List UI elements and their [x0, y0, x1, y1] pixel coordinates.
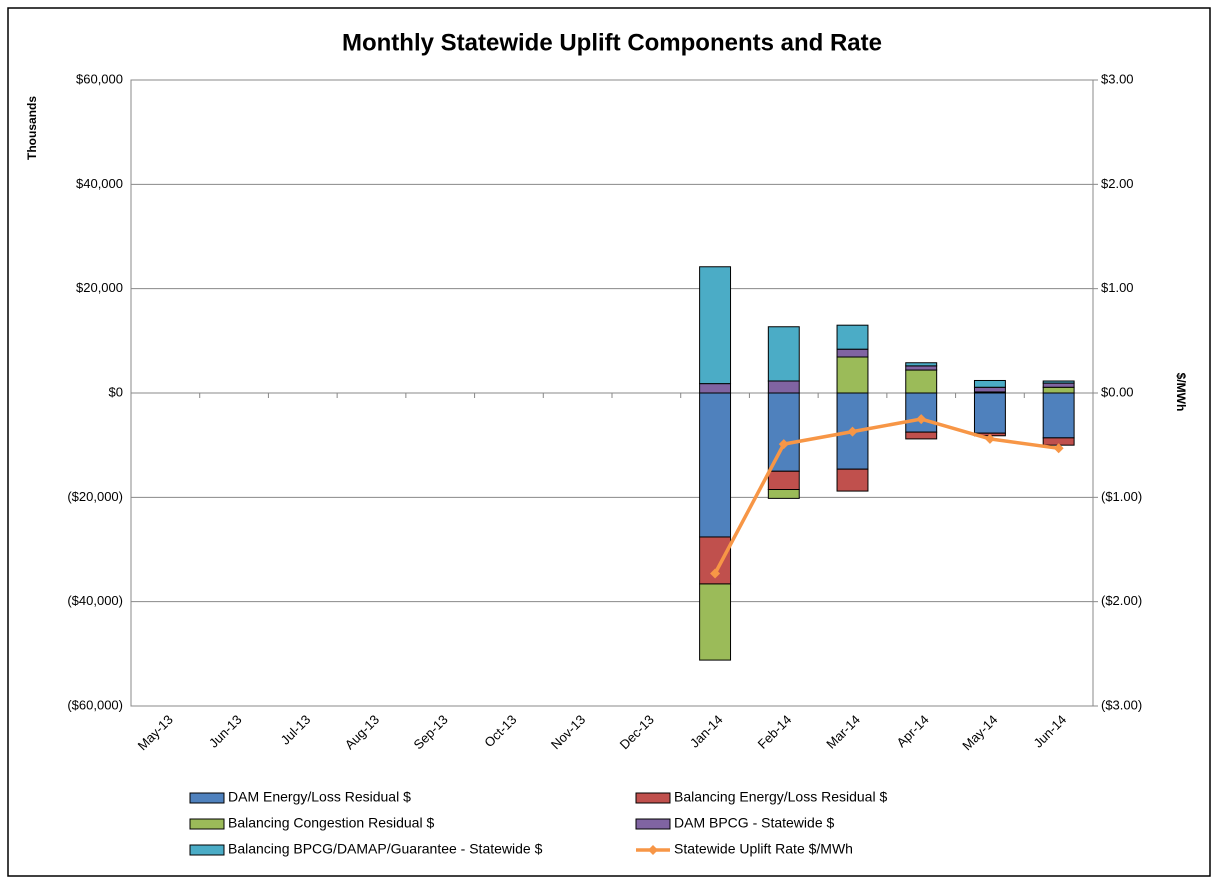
y2-axis-title: $/MWh — [1174, 373, 1188, 412]
legend-swatch — [635, 818, 671, 830]
bar-segment — [1042, 380, 1075, 384]
bar-segment — [1042, 386, 1075, 394]
legend-swatch — [189, 844, 225, 856]
legend-swatch — [635, 792, 671, 804]
bar-segment — [699, 583, 732, 661]
chart-title: Monthly Statewide Uplift Components and … — [342, 29, 882, 56]
bar-segment — [905, 431, 938, 440]
y-tick-label: ($40,000) — [67, 593, 123, 608]
line-series — [713, 417, 1059, 575]
bar-segment — [973, 392, 1006, 434]
y-tick-label: ($60,000) — [67, 697, 123, 712]
bar-segment — [836, 324, 869, 350]
legend-swatch — [189, 818, 225, 830]
y-tick-label: $0 — [109, 384, 123, 399]
line-marker — [710, 568, 721, 579]
bar-segment — [1042, 392, 1075, 439]
line-marker — [984, 433, 995, 444]
bar-segment — [905, 362, 938, 367]
bar-segment — [973, 379, 1006, 388]
y2-tick-label: ($1.00) — [1101, 489, 1142, 504]
line-marker — [1053, 443, 1064, 454]
y-tick-label: $60,000 — [76, 71, 123, 86]
bar-segment — [905, 369, 938, 394]
bar-segment — [699, 266, 732, 385]
y-tick-label: $40,000 — [76, 176, 123, 191]
bar-segment — [836, 348, 869, 358]
bar-segment — [767, 392, 800, 472]
bar-segment — [699, 392, 732, 538]
line-marker — [778, 439, 789, 450]
bar-segment — [973, 386, 1006, 393]
legend-label: DAM BPCG - Statewide $ — [674, 815, 834, 831]
y2-tick-label: $0.00 — [1101, 384, 1134, 399]
chart-border — [7, 7, 1211, 877]
legend-label: Balancing BPCG/DAMAP/Guarantee - Statewi… — [228, 841, 543, 857]
bar-segment — [767, 470, 800, 491]
y2-tick-label: ($3.00) — [1101, 697, 1142, 712]
bar-segment — [767, 326, 800, 382]
bar-segment — [767, 380, 800, 394]
line-marker — [847, 426, 858, 437]
bar-segment — [905, 392, 938, 433]
legend-label: Balancing Congestion Residual $ — [228, 815, 434, 831]
y-tick-label: ($20,000) — [67, 489, 123, 504]
y2-tick-label: $2.00 — [1101, 176, 1134, 191]
y2-tick-label: $1.00 — [1101, 280, 1134, 295]
bar-segment — [699, 383, 732, 394]
legend-marker — [648, 845, 658, 855]
y2-tick-label: $3.00 — [1101, 71, 1134, 86]
bar-segment — [836, 468, 869, 492]
bar-segment — [767, 489, 800, 499]
bar-segment — [1042, 382, 1075, 388]
bar-segment — [905, 365, 938, 371]
legend-label: Balancing Energy/Loss Residual $ — [674, 789, 887, 805]
bar-segment — [836, 356, 869, 394]
y-axis-title: Thousands — [25, 96, 39, 160]
y2-tick-label: ($2.00) — [1101, 593, 1142, 608]
legend-label: Statewide Uplift Rate $/MWh — [674, 841, 853, 857]
legend-label: DAM Energy/Loss Residual $ — [228, 789, 411, 805]
legend-swatch — [189, 792, 225, 804]
line-marker — [916, 414, 927, 425]
y-tick-label: $20,000 — [76, 280, 123, 295]
